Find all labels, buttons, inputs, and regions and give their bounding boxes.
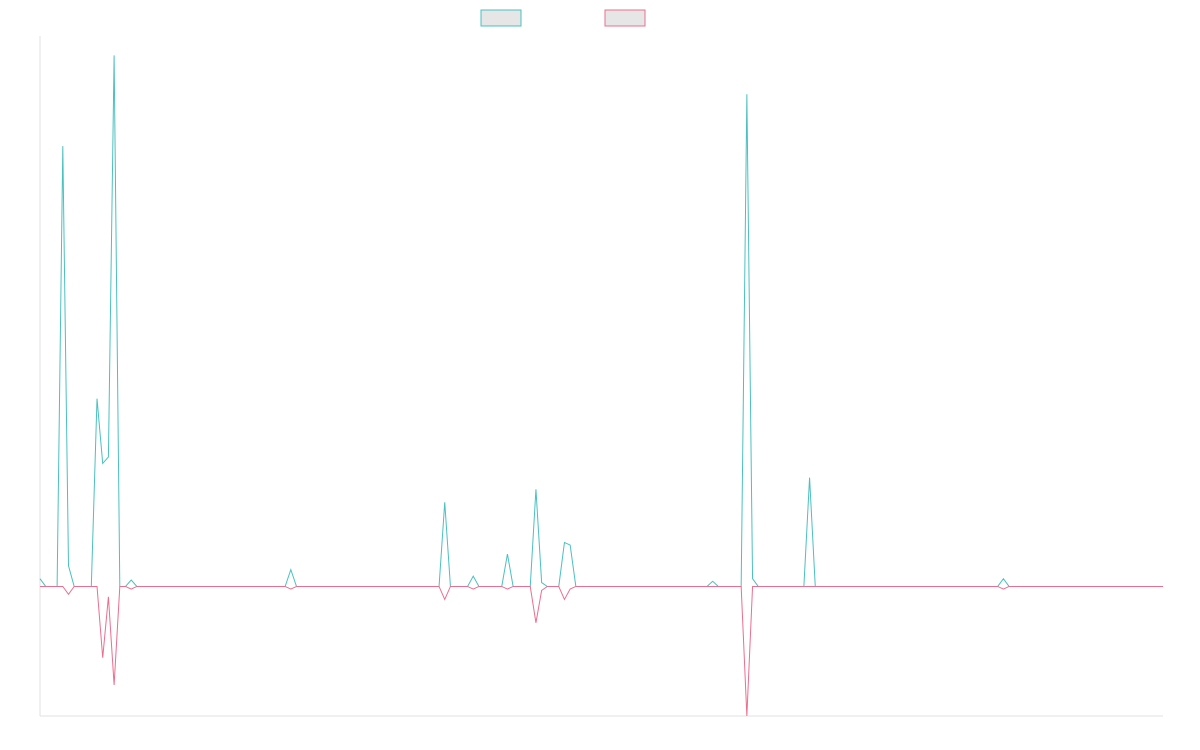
series-line-1 [39, 55, 1163, 587]
series-line-2 [40, 585, 1163, 717]
legend [480, 9, 646, 27]
legend-swatch-1[interactable] [480, 9, 522, 27]
series-layer [39, 55, 1163, 717]
legend-swatch-2[interactable] [604, 9, 646, 27]
